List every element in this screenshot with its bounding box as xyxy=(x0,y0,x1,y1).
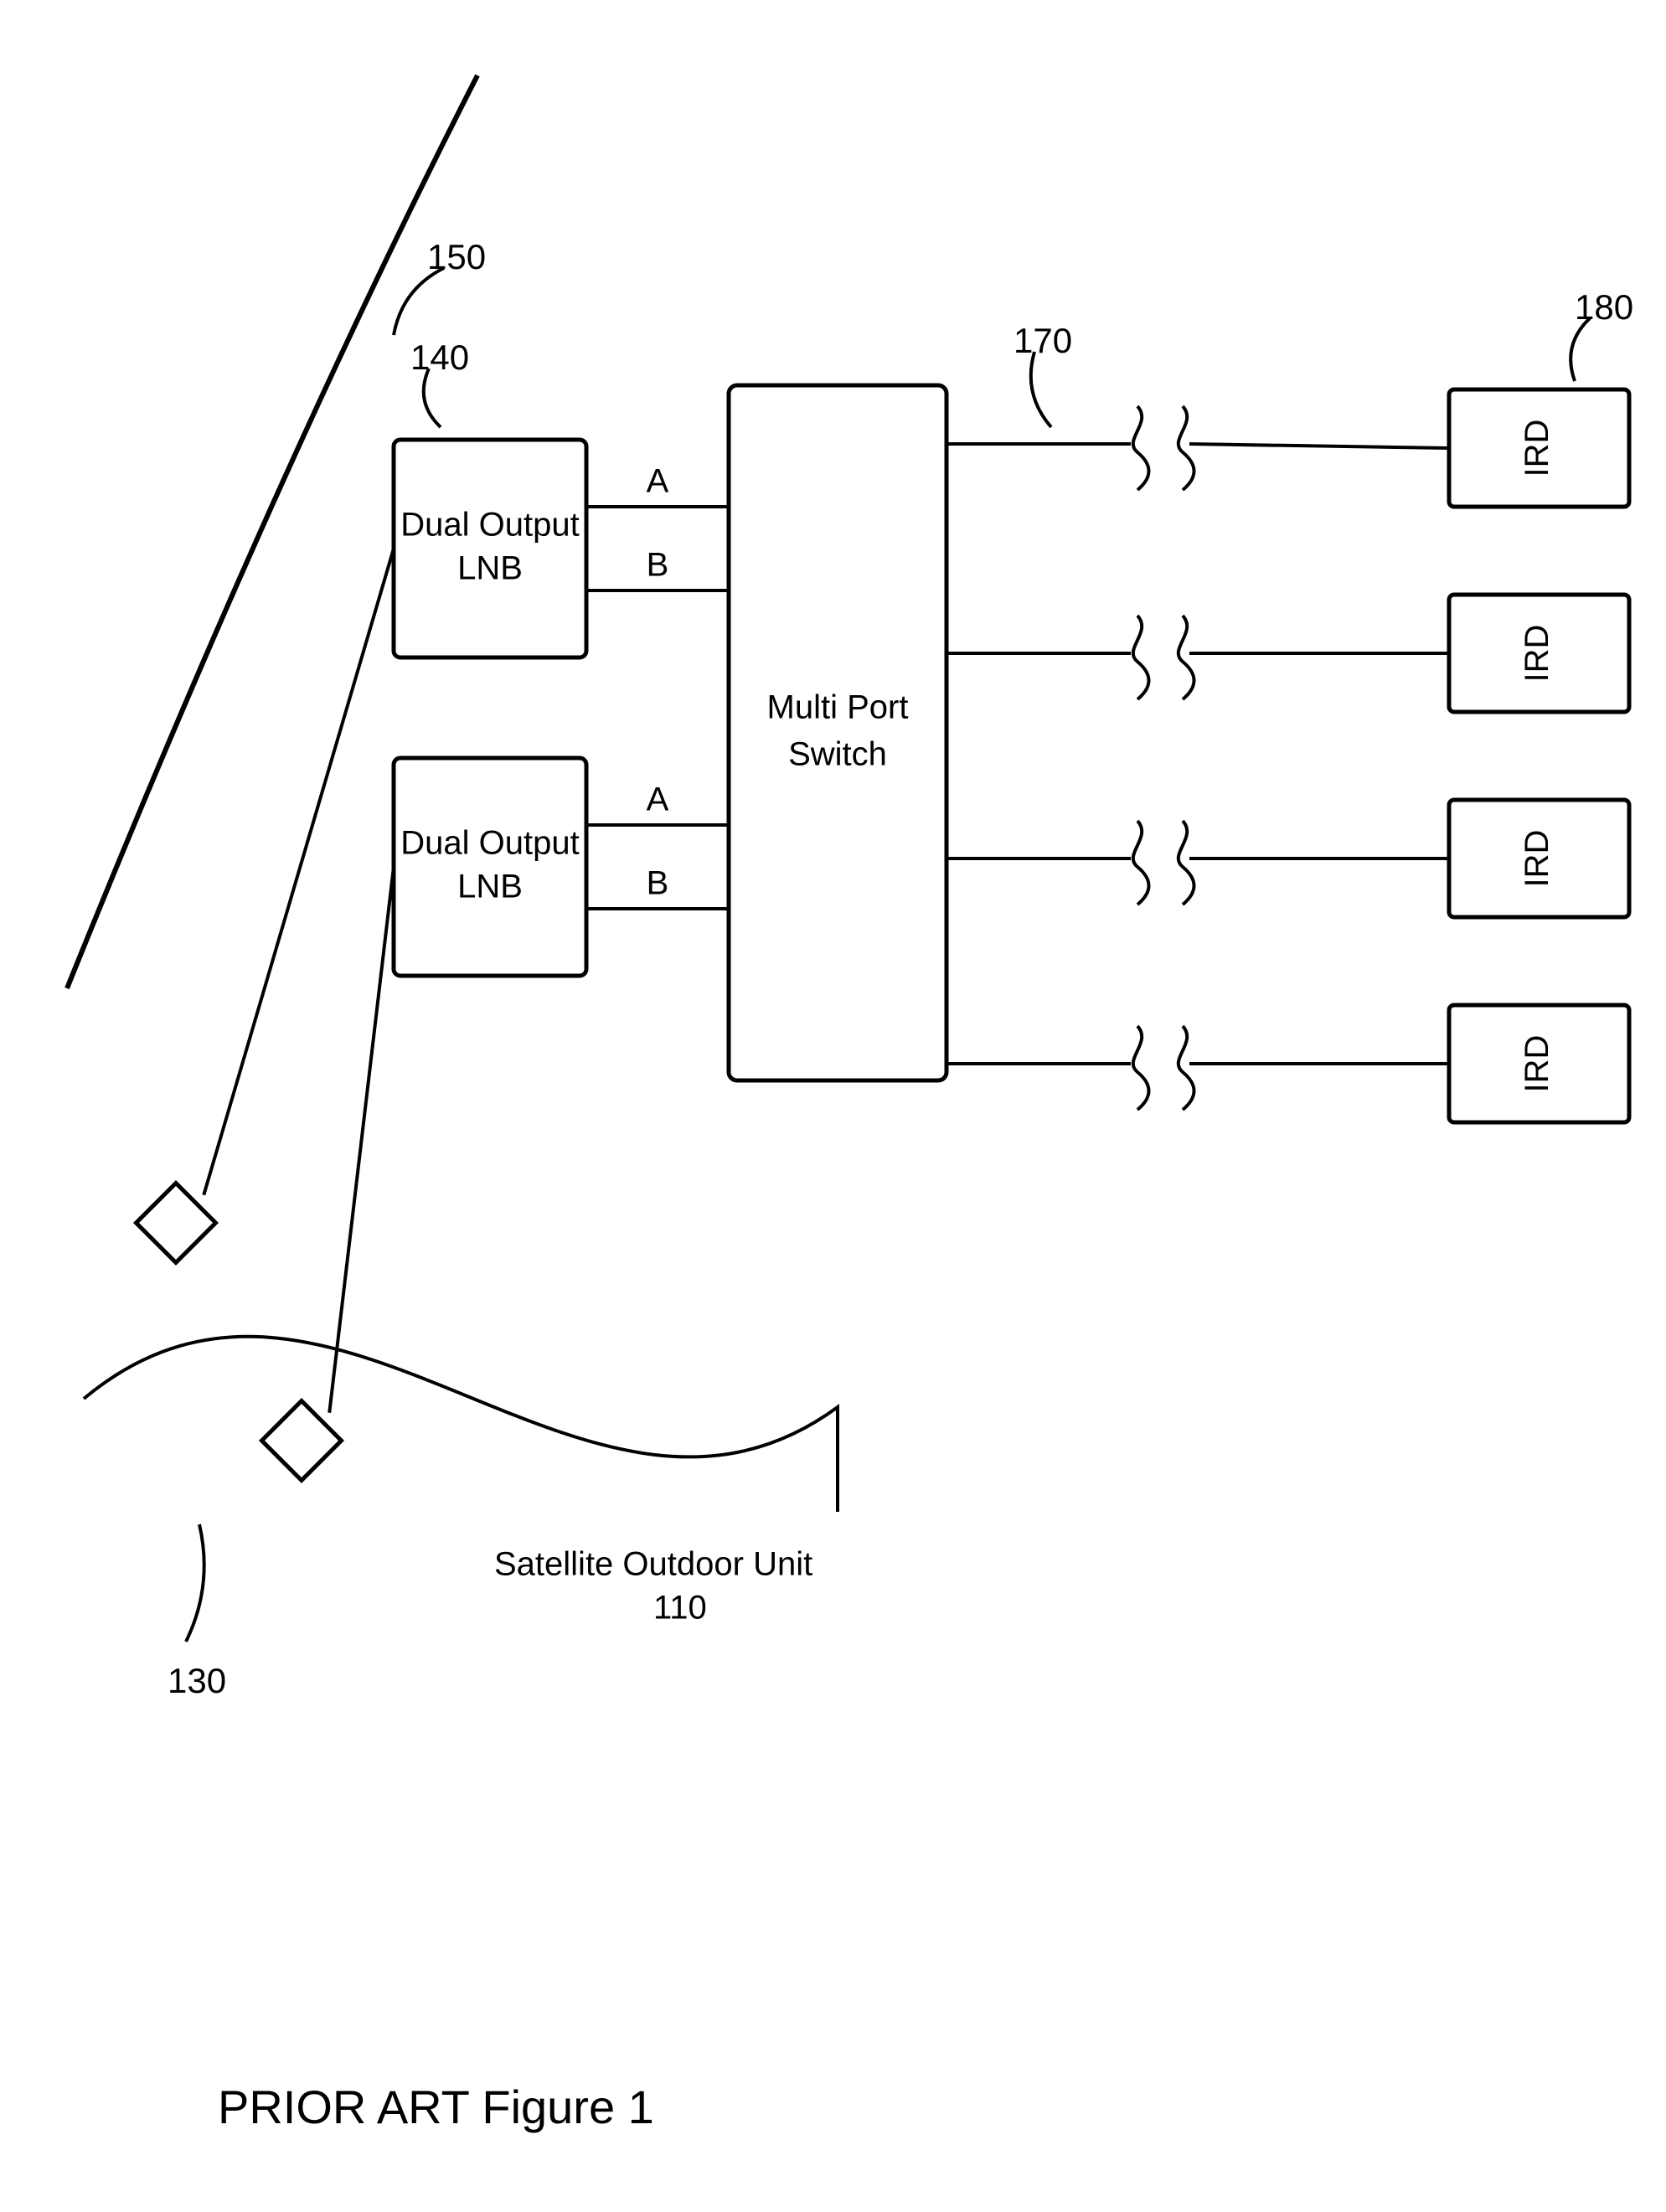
lnb-label: LNB xyxy=(457,869,523,905)
lnb-label: LNB xyxy=(457,550,523,587)
ref-140: 140 xyxy=(410,338,469,377)
ird-label: IRD xyxy=(1519,625,1555,683)
ird-label: IRD xyxy=(1519,1035,1555,1093)
boundary xyxy=(84,1337,838,1512)
outdoor-unit-label: Satellite Outdoor Unit xyxy=(494,1546,812,1583)
lnb-label: Dual Output xyxy=(400,825,579,862)
ird-label: IRD xyxy=(1519,830,1555,888)
figure-caption: PRIOR ART Figure 1 xyxy=(218,2081,654,2133)
port-label: A xyxy=(647,781,669,818)
port-label: B xyxy=(647,865,669,902)
switch-label: Multi Port xyxy=(767,689,909,726)
lnb-box xyxy=(394,758,586,976)
ref-110: 110 xyxy=(653,1590,707,1627)
ref-130: 130 xyxy=(168,1661,226,1700)
lnb-box xyxy=(394,440,586,657)
port-label: B xyxy=(647,547,669,584)
ref-180: 180 xyxy=(1575,287,1633,327)
lnb-label: Dual Output xyxy=(400,507,579,544)
switch-label: Switch xyxy=(788,736,887,773)
ref-170: 170 xyxy=(1014,321,1072,360)
ird-label: IRD xyxy=(1519,420,1555,477)
multiport-switch xyxy=(729,385,946,1080)
port-label: A xyxy=(647,463,669,500)
